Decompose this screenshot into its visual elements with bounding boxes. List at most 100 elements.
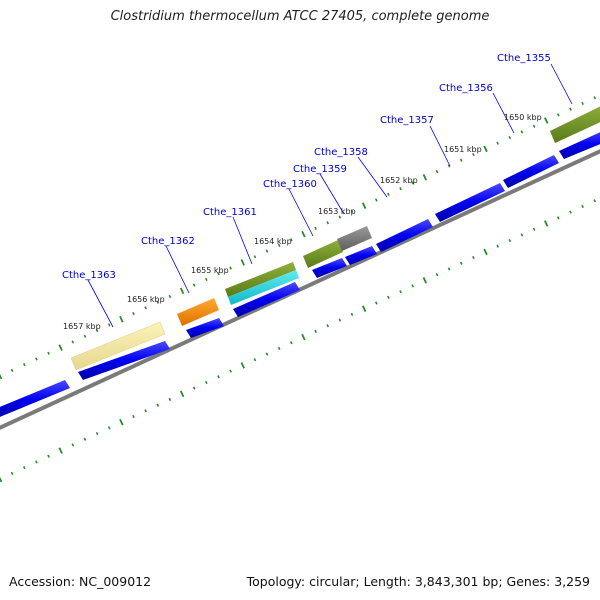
kbp-label-1655: 1655 kbp [191,266,229,275]
minor-tick [581,204,584,209]
gene-label-cthe-1358[interactable]: Cthe_1358 [314,147,368,158]
major-tick [58,447,63,454]
minor-tick [95,328,99,333]
minor-tick [350,312,354,316]
minor-tick [144,409,147,413]
minor-tick [593,199,597,203]
minor-tick [569,107,572,111]
major-tick [119,315,124,323]
kbp-label-1654: 1654 kbp [254,237,292,246]
gene-label-cthe-1356[interactable]: Cthe_1356 [439,83,493,94]
gene-label-cthe-1360[interactable]: Cthe_1360 [263,179,317,190]
minor-tick [338,318,342,322]
major-tick [301,333,306,341]
major-tick [543,220,549,227]
gene-labels: Cthe_1355 Cthe_1356 Cthe_1357 Cthe_1358 … [62,53,551,281]
minor-tick [459,261,463,265]
minor-tick [217,272,220,276]
minor-tick [459,158,463,162]
cog-features [70,104,600,371]
gene-arrow[interactable] [186,318,224,338]
kbp-label-1653: 1653 kbp [318,207,356,216]
major-tick [422,277,428,284]
gene-label-cthe-1361[interactable]: Cthe_1361 [203,207,257,218]
gene-arrow[interactable] [345,246,377,265]
minor-tick [192,386,196,390]
gene-label-cthe-1363[interactable]: Cthe_1363 [62,270,116,281]
minor-tick [447,164,451,168]
gene-arrow[interactable] [78,341,170,380]
gene-label-cthe-1355[interactable]: Cthe_1355 [497,53,551,64]
gene-arrow[interactable] [435,183,505,222]
cog-feature-cthe-1361-cyan[interactable] [228,270,299,305]
minor-tick [47,454,50,458]
gene-arrow[interactable] [233,282,300,317]
major-tick [179,287,185,295]
minor-tick [326,221,330,225]
minor-tick [520,130,524,134]
gene-arrow[interactable] [0,380,70,419]
minor-tick [10,368,14,372]
minor-tick [204,380,208,385]
gene-arrow[interactable] [503,155,559,188]
minor-tick [22,466,26,470]
minor-tick [144,306,147,310]
gene-label-cthe-1359[interactable]: Cthe_1359 [293,164,347,175]
minor-tick [350,209,354,213]
gene-arrow[interactable] [559,130,600,159]
minor-tick [107,426,111,430]
minor-tick [229,369,232,373]
minor-tick [472,255,475,260]
major-tick [483,248,488,256]
kbp-label-1652: 1652 kbp [380,176,418,185]
kbp-label-1651: 1651 kbp [444,145,482,154]
minor-tick [229,266,232,270]
minor-tick [435,169,439,174]
cog-feature-cthe-1363[interactable] [70,321,166,371]
minor-tick [472,152,475,157]
minor-tick [107,323,111,327]
minor-tick [496,141,499,145]
position-ticks-inner [0,199,597,483]
major-tick [301,230,306,238]
gene-arrow[interactable] [312,258,347,278]
major-tick [240,259,245,266]
cog-feature-cthe-1359[interactable] [337,226,372,251]
minor-tick [593,96,597,100]
accession-text: Accession: NC_009012 [9,574,152,589]
minor-tick [95,431,99,436]
minor-tick [374,301,378,305]
minor-tick [520,233,524,237]
cog-feature-cthe-1355[interactable] [550,104,600,143]
gene-arrows [0,130,600,419]
minor-tick [10,471,14,475]
minor-tick [71,340,75,344]
minor-tick [411,181,415,185]
gene-label-cthe-1362[interactable]: Cthe_1362 [141,236,195,247]
gene-leader-lines [87,63,573,328]
gene-arrow[interactable] [376,219,433,252]
cog-feature-cthe-1361-olive[interactable] [225,262,296,297]
minor-tick [314,329,317,333]
minor-tick [447,267,451,271]
minor-tick [374,198,378,202]
gene-label-cthe-1357[interactable]: Cthe_1357 [380,115,434,126]
minor-tick [253,358,257,362]
minor-tick [556,216,560,220]
minor-tick [399,290,402,294]
major-tick [422,174,428,181]
major-tick [361,202,367,209]
major-tick [0,476,3,483]
minor-tick [289,341,293,345]
minor-tick [387,295,390,299]
genome-summary-text: Topology: circular; Length: 3,843,301 bp… [246,574,590,589]
cog-feature-cthe-1360[interactable] [303,240,343,268]
minor-tick [508,135,512,140]
position-ticks-outer [0,96,597,380]
position-labels: 1650 kbp 1651 kbp 1652 kbp 1653 kbp 1654… [63,113,542,331]
minor-tick [192,283,196,287]
cog-feature-cthe-1362[interactable] [177,298,219,326]
major-tick [58,344,63,351]
